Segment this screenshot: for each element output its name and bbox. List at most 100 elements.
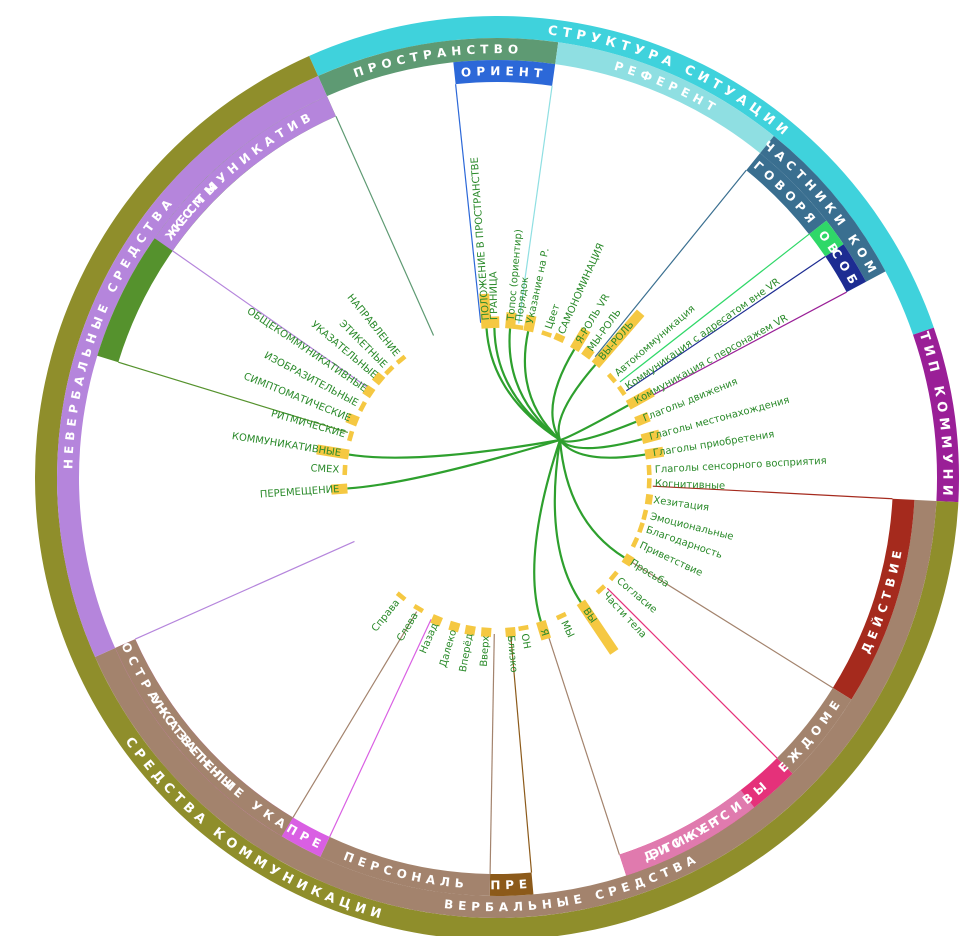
leaf-value-bar [479,293,492,329]
leaf-label: САМОНОМИНАЦИЯ [557,242,607,336]
hierarchy-link [508,328,561,441]
ring-segment-govorya [746,153,827,235]
leaf-value-bar [608,570,619,582]
leaf-value-bar [637,522,645,534]
hierarchy-link [533,439,562,622]
leaf-label: СМЕХ [310,463,339,475]
leaf-label: ГРАНИЦА [488,271,500,320]
leaf-value-bar [640,429,661,445]
leaf-value-bar [646,464,652,476]
sector-divider [489,633,495,874]
leaf-value-bar [595,584,607,595]
ring-segment-verbal [95,499,937,918]
sector-divider [544,626,620,855]
leaf-value-bar [480,627,492,638]
leaf-value-bar [591,309,645,369]
leaf-label: Хезитация [653,495,710,514]
leaf-item: Глаголы сенсорного восприятия [646,456,827,476]
leaf-value-bar [362,384,376,399]
leaf-label: Далеко [438,629,459,669]
hierarchy-link [347,438,561,490]
ring-segment-pre2 [281,817,330,857]
leaf-item: Хезитация [644,493,710,514]
leaf-label: ПЕРЕМЕЩЕНИЕ [260,484,340,501]
leaf-value-bar [569,327,591,353]
leaf-item: ОН [518,624,533,650]
leaf-value-bar [430,614,443,627]
leaf-value-bar [518,624,529,632]
leaf-label: Справа [370,598,402,634]
ring-segment-gov [809,220,844,257]
ring-segment-mezhd [777,687,852,774]
leaf-value-bar [644,493,654,505]
hierarchy-link [559,439,646,459]
ring-segment-neverbal [57,76,327,657]
ring-label-orient: ОРИЕНТ [461,64,548,81]
leaf-value-bar [581,346,595,360]
ring-segment-etiket [619,790,755,876]
hierarchy-link [558,439,625,559]
hierarchy-link [348,438,561,459]
ring-segment-prostr_uk [115,639,294,837]
leaf-label: Глаголы сенсорного восприятия [655,456,827,476]
hierarchy-links [347,328,646,622]
sector-divider [619,233,810,383]
leaf-label: Близко [505,635,519,673]
leaf-label: Назад [418,621,441,655]
ring-label-pre1: ПРЕ [490,877,532,892]
leaf-value-bar [345,412,360,427]
leaf-item: Когнитивные [646,478,725,492]
leaf-value-bar [505,626,516,638]
leaf-value-bar [413,603,425,614]
hierarchy-link [557,364,597,441]
leaf-value-bar [464,624,476,636]
leaf-value-bar [536,619,552,641]
leaf-value-bar [646,478,652,489]
sector-divider [606,587,778,759]
sector-divider [625,256,826,392]
hierarchy-link [553,439,582,603]
leaf-value-bar [384,365,395,376]
hierarchy-link [551,348,576,441]
sector-divider [134,540,355,640]
leaf-label: ОН [519,633,533,650]
ring-segment-kommunikativ [154,96,336,251]
sector-divider [509,633,533,873]
leaf-value-bar [553,332,566,344]
sector-divider [594,169,747,358]
leaf-item: Вперёд [458,624,476,673]
leaf-value-bar [342,464,348,476]
leaf-value-bar [371,371,386,386]
leaf-value-bar [630,536,640,548]
leaf-value-bar [541,330,553,338]
leaf-item: Слева [395,603,425,644]
ring-segment-uchast [760,136,886,282]
ring-segment-prostr [318,37,559,97]
leaf-value-bar [523,314,537,333]
leaf-value-bar [621,553,635,567]
leaf-label: Вверх [479,635,492,667]
sector-divider [335,115,435,336]
leaf-value-bar [316,444,350,460]
sector-divider [292,611,418,818]
ring-segment-orient [453,59,556,86]
leaf-value-bar [617,385,627,397]
leaf-value-bar [512,324,524,331]
ring-segment-sob [825,244,867,293]
leaf-value-bar [634,412,651,427]
category-rings [35,15,959,936]
leaf-item: ПЕРЕМЕЩЕНИЕ [260,483,348,501]
leaf-value-bar [625,387,655,410]
hierarchy-link [523,331,561,441]
leaf-value-bar [606,372,617,384]
leaf-value-bar [347,430,355,442]
leaf-value-bar [395,591,407,602]
sector-dividers [118,84,893,874]
hierarchy-link [485,328,561,441]
leaf-label: Слева [395,611,421,644]
leaf-label: Вперёд [458,633,476,673]
leaf-value-bar [448,620,461,633]
ring-segment-deistvie [832,498,915,700]
hierarchy-link [559,404,629,442]
leaf-value-bar [395,354,407,365]
